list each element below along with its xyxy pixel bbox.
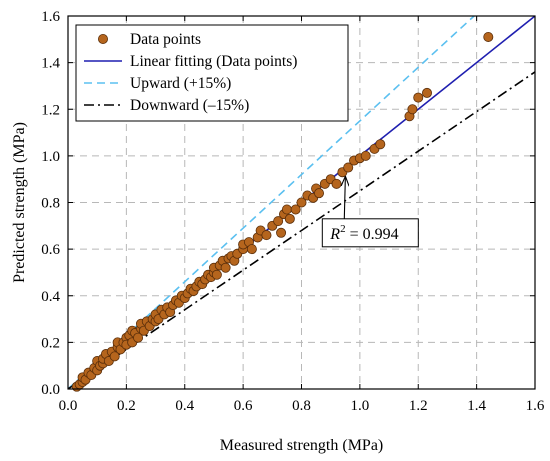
data-point bbox=[407, 104, 418, 115]
y-axis-label: Predicted strength (MPa) bbox=[11, 122, 28, 283]
data-point bbox=[273, 216, 284, 227]
data-point bbox=[276, 227, 287, 238]
r2-label: R2 = 0.994 bbox=[329, 223, 398, 243]
data-point bbox=[246, 244, 257, 255]
data-point bbox=[296, 197, 307, 208]
data-point bbox=[360, 150, 371, 161]
y-tick-label: 0.8 bbox=[41, 196, 60, 212]
y-tick-label: 1.2 bbox=[41, 102, 60, 118]
data-point bbox=[413, 92, 424, 103]
axis-ticks: 0.0 0.2 0.4 0.6 0.8 1.0 1.2 1.4 1.6 0.0 0.2 0.4 0.6 0… bbox=[41, 9, 545, 414]
data-point bbox=[284, 213, 295, 224]
legend-entry: Data points bbox=[98, 31, 201, 48]
data-point bbox=[343, 162, 354, 173]
x-tick-label: 0.4 bbox=[175, 398, 194, 414]
annotation-arrow bbox=[344, 177, 345, 219]
data-point bbox=[290, 204, 301, 215]
legend-label: Upward (+15%) bbox=[130, 75, 231, 92]
y-tick-label: 1.4 bbox=[41, 56, 60, 72]
data-point bbox=[211, 269, 222, 280]
x-axis-label: Measured strength (MPa) bbox=[220, 437, 384, 454]
data-point bbox=[220, 262, 231, 273]
r2-value: = 0.994 bbox=[346, 226, 399, 243]
x-tick-label: 1.0 bbox=[351, 398, 370, 414]
data-point bbox=[375, 139, 386, 150]
r2-box bbox=[321, 218, 419, 248]
x-tick-label: 0.6 bbox=[234, 398, 253, 414]
x-tick-label: 1.4 bbox=[467, 398, 486, 414]
legend-box bbox=[75, 24, 349, 122]
r2-symbol: R bbox=[329, 226, 340, 243]
series-line bbox=[68, 16, 475, 389]
legend-entry: Linear fitting (Data points) bbox=[84, 53, 297, 70]
data-points bbox=[71, 31, 494, 392]
legend: Data points Linear fitting (Data points) U… bbox=[75, 24, 349, 122]
data-point bbox=[314, 188, 325, 199]
legend-marker bbox=[98, 34, 109, 45]
data-point bbox=[483, 31, 494, 42]
x-tick-label: 0.8 bbox=[292, 398, 311, 414]
r2-superscript: 2 bbox=[340, 223, 346, 235]
data-point bbox=[261, 230, 272, 241]
y-tick-label: 0.2 bbox=[41, 335, 60, 351]
legend-label: Linear fitting (Data points) bbox=[130, 53, 297, 70]
legend-entry: Upward (+15%) bbox=[84, 75, 231, 92]
y-tick-label: 0.4 bbox=[41, 289, 60, 305]
data-point bbox=[422, 87, 433, 98]
y-tick-label: 0.6 bbox=[41, 242, 60, 258]
data-point bbox=[133, 332, 144, 343]
y-tick-label: 1.0 bbox=[41, 149, 60, 165]
legend-label: Data points bbox=[130, 31, 201, 48]
data-point bbox=[281, 204, 292, 215]
data-point bbox=[109, 351, 120, 362]
x-tick-label: 1.6 bbox=[526, 398, 545, 414]
data-point bbox=[331, 178, 342, 189]
legend-label: Downward (–15%) bbox=[130, 97, 249, 114]
x-tick-label: 0.2 bbox=[117, 398, 136, 414]
r2-annotation: R2 = 0.994 bbox=[321, 177, 419, 248]
x-tick-label: 0.0 bbox=[59, 398, 78, 414]
series-line bbox=[68, 71, 535, 389]
legend-entry: Downward (–15%) bbox=[84, 97, 249, 114]
y-tick-label: 0.0 bbox=[41, 382, 60, 398]
y-tick-label: 1.6 bbox=[41, 9, 60, 25]
x-tick-label: 1.2 bbox=[409, 398, 428, 414]
